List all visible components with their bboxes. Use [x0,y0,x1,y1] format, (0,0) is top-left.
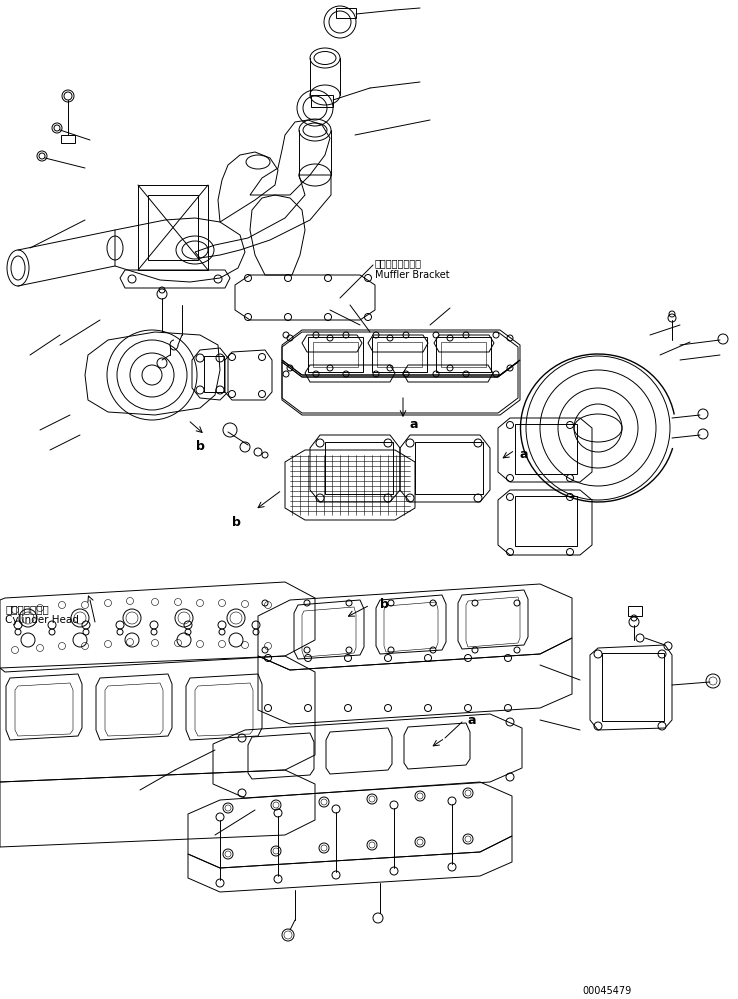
Bar [204,356,224,392]
Bar [311,95,333,107]
Bar [602,653,664,721]
Bar [628,606,642,616]
Text: a: a [468,714,477,727]
Bar [441,342,486,367]
Bar [313,342,358,367]
Text: a: a [520,448,528,461]
Bar [61,135,75,143]
Text: a: a [410,418,418,431]
Bar [148,195,198,260]
Text: シリンダヘッド: シリンダヘッド [5,604,49,614]
Bar [436,337,491,372]
Bar [415,442,483,494]
Bar [377,342,422,367]
Bar [515,496,577,546]
Bar [372,337,427,372]
Bar [515,424,577,474]
Bar [138,185,208,270]
Text: 00045479: 00045479 [582,986,631,996]
Bar [325,442,393,494]
Bar [308,337,363,372]
Text: b: b [196,440,205,453]
Text: マフラブラケット: マフラブラケット [375,258,422,268]
Text: Cylinder Head: Cylinder Head [5,615,79,625]
Bar [336,8,356,18]
Text: Muffler Bracket: Muffler Bracket [375,270,449,280]
Text: b: b [232,516,241,529]
Text: b: b [380,598,389,611]
